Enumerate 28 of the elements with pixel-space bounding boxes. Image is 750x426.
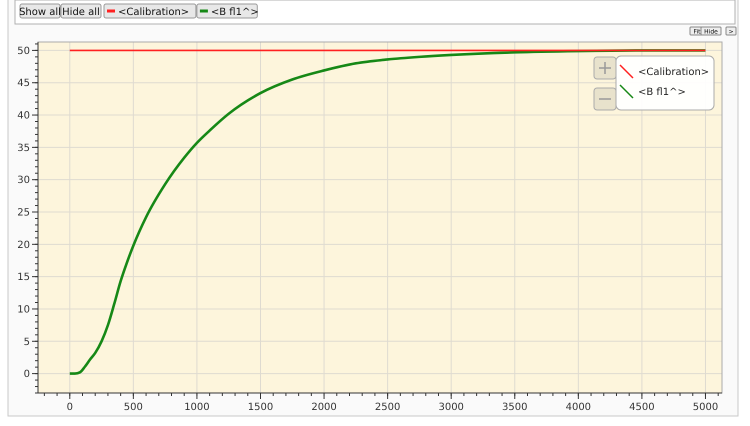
- x-tick-label: 4000: [566, 402, 592, 413]
- y-tick-label: 40: [17, 110, 30, 122]
- y-tick-label: 0: [24, 369, 30, 380]
- x-tick-label: 2500: [374, 402, 400, 413]
- x-tick-label: 2000: [311, 402, 337, 413]
- x-tick-label: 3000: [438, 402, 464, 413]
- y-tick-label: 20: [17, 240, 30, 251]
- legend-label: <Calibration>: [638, 67, 710, 78]
- x-tick-label: 500: [124, 402, 143, 413]
- y-tick-label: 25: [17, 208, 30, 219]
- legend-label: <B fl1^>: [638, 87, 686, 98]
- x-tick-label: 4500: [629, 402, 655, 413]
- y-tick-label: 15: [17, 272, 30, 284]
- x-tick-label: 1500: [248, 402, 274, 413]
- y-tick-label: 50: [17, 46, 30, 57]
- text: Hide all: [62, 7, 100, 18]
- text: <Calibration>: [118, 7, 190, 18]
- text: Show all: [19, 7, 61, 18]
- x-tick-label: 5000: [692, 402, 718, 413]
- x-tick-label: 1000: [184, 402, 210, 413]
- x-tick-label: 0: [66, 402, 73, 413]
- y-tick-label: 45: [17, 78, 30, 90]
- y-tick-label: 5: [24, 336, 30, 348]
- x-tick-label: 3500: [502, 402, 528, 413]
- y-tick-label: 35: [17, 142, 30, 154]
- y-tick-label: 10: [17, 304, 30, 316]
- y-tick-label: 30: [17, 175, 30, 186]
- text: <B fl1^>: [210, 7, 259, 18]
